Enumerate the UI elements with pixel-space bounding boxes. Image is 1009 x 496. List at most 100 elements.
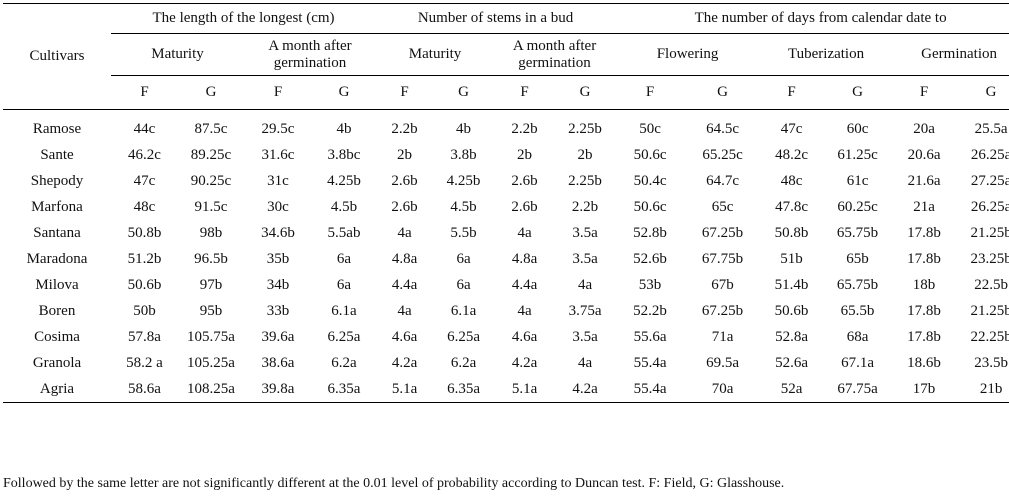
table-cell: 60c: [846, 120, 869, 137]
table-cell: 2.6b: [511, 172, 538, 189]
table-cell: 4.6a: [391, 328, 418, 345]
table-cell: 2.6b: [511, 198, 538, 215]
table-row: Granola 58.2 a 105.25a 38.6a 6.2a 4.2a 6.2a 4.2…: [3, 350, 1009, 376]
table-cell: 98b: [199, 224, 223, 241]
table-cell: 96.5b: [194, 250, 228, 267]
table-cell: 44c: [133, 120, 156, 137]
table-cell: 68a: [846, 328, 869, 345]
table-cell: 6a: [456, 276, 471, 293]
table-cell: 23.5b: [974, 354, 1008, 371]
table-cell: 105.25a: [187, 354, 235, 371]
cultivar-name: Sante: [40, 146, 74, 163]
table-cell: 4.4a: [511, 276, 538, 293]
table-cell: 52a: [780, 380, 803, 397]
fg-header-cell: G: [852, 84, 863, 100]
table-cell: 5.1a: [511, 380, 538, 397]
table-cell: 22.5b: [974, 276, 1008, 293]
table-row: Sante 46.2c 89.25c 31.6c 3.8bc 2b 3.8b 2b 2b 50.6…: [3, 142, 1009, 168]
table-cell: 4a: [397, 302, 412, 319]
table-cell: 48c: [780, 172, 803, 189]
table-cell: 4b: [336, 120, 352, 137]
table-cell: 6.2a: [331, 354, 357, 371]
subheader-tuberization: Tuberization: [760, 33, 893, 76]
fg-header-cell: G: [717, 84, 728, 100]
fg-header-cell: G: [338, 84, 350, 100]
table-cell: 48.2c: [775, 146, 808, 163]
table-cell: 3.5a: [572, 328, 598, 345]
table-cell: 21b: [979, 380, 1003, 397]
table-cell: 53b: [638, 276, 662, 293]
table-cell: 108.25a: [187, 380, 235, 397]
data-table: Cultivars The length of the longest (cm)…: [3, 3, 1009, 403]
table-cell: 6a: [336, 250, 352, 267]
fg-header-cell: G: [205, 84, 217, 100]
table-cell: 21.25b: [970, 224, 1009, 241]
table-cell: 2.2b: [391, 120, 418, 137]
table-cell: 65c: [711, 198, 734, 215]
table-cell: 52.6a: [775, 354, 808, 371]
table-cell: 2b: [577, 146, 593, 163]
table-cell: 6.1a: [331, 302, 357, 319]
table-cell: 50.6b: [127, 276, 162, 293]
table-cell: 27.25a: [970, 172, 1009, 189]
table-body: Ramose 44c 87.5c 29.5c 4b 2.2b 4b 2.2b 2.25b 50c 6…: [3, 110, 1009, 403]
table-cell: 21.6a: [907, 172, 941, 189]
table-cell: 61.25c: [837, 146, 878, 163]
table-cell: 65.75b: [836, 224, 879, 241]
cultivar-name: Granola: [32, 354, 82, 371]
table-cell: 67.25b: [701, 224, 744, 241]
table-cell: 4.5b: [450, 198, 477, 215]
table-cell: 47.8c: [775, 198, 808, 215]
table-cell: 26.25a: [970, 146, 1009, 163]
table-cell: 64.5c: [706, 120, 739, 137]
table-cell: 67.75a: [837, 380, 878, 397]
table-cell: 51b: [780, 250, 803, 267]
table-row: Cosima 57.8a 105.75a 39.6a 6.25a 4.6a 6.25a 4.6…: [3, 324, 1009, 350]
fg-header-cell: F: [273, 84, 283, 100]
table-cell: 3.5a: [572, 250, 598, 267]
table-cell: 50b: [133, 302, 156, 319]
table-cell: 50.6b: [774, 302, 809, 319]
table-cell: 4.5b: [330, 198, 358, 215]
fg-header-cell: F: [787, 84, 796, 100]
fg-header-cell: F: [645, 84, 655, 100]
table-cell: 3.8b: [450, 146, 477, 163]
table-cell: 2b: [517, 146, 533, 163]
table-cell: 34b: [266, 276, 290, 293]
table-cell: 4.25b: [446, 172, 481, 189]
table-cell: 22.25b: [970, 328, 1009, 345]
table-cell: 50c: [639, 120, 661, 137]
subheader-stems-maturity: Maturity: [376, 33, 495, 76]
cultivar-name: Milova: [35, 276, 79, 293]
table-cell: 47c: [133, 172, 156, 189]
table-cell: 65.75b: [836, 276, 879, 293]
table-cell: 18.6b: [907, 354, 941, 371]
data-table-container: Cultivars The length of the longest (cm)…: [3, 3, 1009, 403]
cultivar-name: Marfona: [31, 198, 83, 215]
table-cell: 23.25b: [970, 250, 1009, 267]
table-cell: 52.8a: [775, 328, 808, 345]
table-cell: 50.8b: [127, 224, 162, 241]
table-cell: 57.8a: [128, 328, 161, 345]
table-cell: 48c: [133, 198, 156, 215]
table-cell: 4.4a: [391, 276, 418, 293]
table-cell: 31c: [267, 172, 289, 189]
table-cell: 6a: [336, 276, 352, 293]
table-cell: 87.5c: [194, 120, 228, 137]
table-cell: 58.2 a: [126, 354, 163, 371]
table-cell: 25.5a: [974, 120, 1008, 137]
table-cell: 4.2a: [511, 354, 538, 371]
table-cell: 6a: [456, 250, 471, 267]
table-cell: 69.5a: [706, 354, 739, 371]
table-cell: 4.2a: [572, 380, 598, 397]
table-cell: 90.25c: [190, 172, 232, 189]
cultivar-name: Agria: [39, 380, 75, 397]
table-cell: 2.25b: [568, 172, 602, 189]
table-cell: 65b: [846, 250, 869, 267]
table-cell: 35b: [266, 250, 290, 267]
cultivar-name: Cosima: [34, 328, 80, 345]
table-cell: 55.4a: [633, 354, 667, 371]
table-cell: 58.6a: [128, 380, 161, 397]
table-cell: 4.8a: [511, 250, 538, 267]
